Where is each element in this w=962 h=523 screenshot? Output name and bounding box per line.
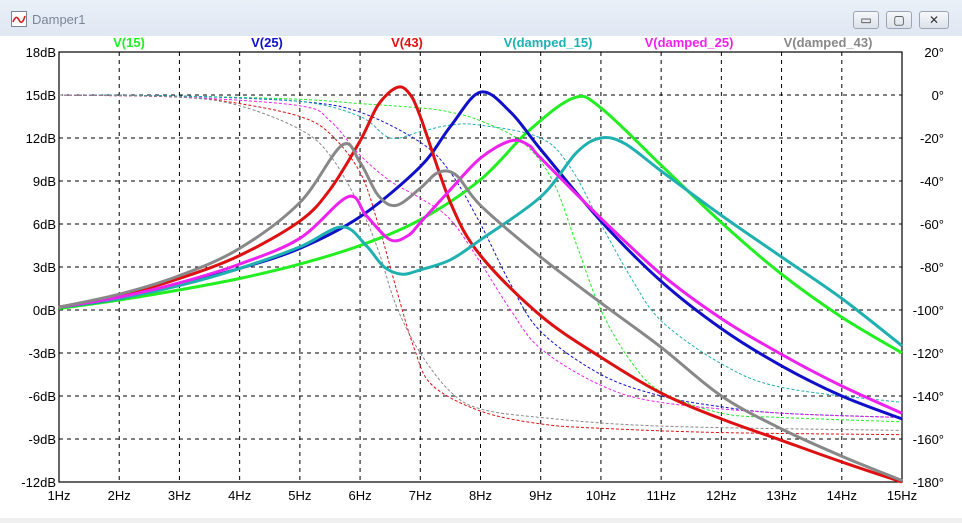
x-tick-label: 2Hz [108, 488, 131, 503]
x-tick-label: 9Hz [529, 488, 552, 503]
x-tick-label: 8Hz [469, 488, 492, 503]
phase-line [58, 94, 903, 418]
y2-tick-label: -20° [920, 131, 944, 146]
title-bar: Damper1 ▭ ▢ ✕ [0, 0, 962, 37]
y-tick-label: 6dB [33, 217, 56, 232]
magnitude-line [58, 138, 903, 415]
y-tick-label: -3dB [29, 346, 56, 361]
x-tick-label: 7Hz [409, 488, 432, 503]
x-tick-label: 4Hz [228, 488, 251, 503]
phase-line [58, 94, 903, 403]
y-tick-label: 0dB [33, 303, 56, 318]
bode-chart[interactable]: 1Hz 2Hz 3Hz 4Hz 5Hz 6Hz 7Hz 8Hz 9Hz 10Hz 11Hz 12Hz 1… [0, 35, 962, 518]
y2-tick-label: 20° [924, 45, 944, 60]
x-tick-label: 13Hz [766, 488, 796, 503]
magnitude-line [58, 142, 903, 482]
close-button[interactable]: ✕ [919, 11, 949, 29]
y2-tick-label: -180° [913, 475, 944, 490]
y-tick-label: 15dB [26, 88, 56, 103]
y-tick-label: -12dB [21, 475, 56, 490]
y2-tick-label: -160° [913, 432, 944, 447]
minimize-button[interactable]: ▭ [853, 11, 879, 29]
waveform-icon [11, 11, 27, 27]
x-tick-label: 14Hz [827, 488, 857, 503]
y2-tick-label: -100° [913, 303, 944, 318]
maximize-button[interactable]: ▢ [886, 11, 912, 29]
magnitude-line [58, 136, 903, 347]
y2-tick-label: -140° [913, 389, 944, 404]
y2-tick-label: -80° [920, 260, 944, 275]
phase-line [58, 94, 903, 423]
plot-pane[interactable]: 1Hz 2Hz 3Hz 4Hz 5Hz 6Hz 7Hz 8Hz 9Hz 10Hz 11Hz 12Hz 1… [0, 35, 962, 518]
minimize-icon: ▭ [860, 13, 872, 27]
x-tick-label: 15Hz [887, 488, 917, 503]
maximize-icon: ▢ [893, 13, 905, 27]
y2-tick-label: -120° [913, 346, 944, 361]
x-tick-label: 12Hz [706, 488, 736, 503]
legend-entry: V(43) [391, 36, 423, 50]
y2-tick-label: 0° [932, 88, 944, 103]
x-tick-label: 3Hz [168, 488, 191, 503]
y2-tick-label: -60° [920, 217, 944, 232]
close-icon: ✕ [928, 13, 940, 27]
legend-entry: V(damped_25) [645, 36, 734, 50]
y2-tick-label: -40° [920, 174, 944, 189]
y-tick-label: 9dB [33, 174, 56, 189]
legend-entry: V(damped_15) [504, 36, 593, 50]
x-tick-label: 5Hz [288, 488, 311, 503]
y-tick-label: 18dB [26, 45, 56, 60]
x-tick-label: 10Hz [586, 488, 616, 503]
y-tick-label: -9dB [29, 432, 56, 447]
phase-line [58, 94, 903, 436]
x-tick-label: 1Hz [47, 488, 70, 503]
window-title: Damper1 [32, 12, 86, 27]
x-tick-label: 11Hz [646, 488, 675, 503]
legend-entry: V(15) [113, 36, 145, 50]
y-tick-label: 12dB [26, 131, 56, 146]
magnitude-line [58, 85, 903, 484]
phase-line [58, 94, 903, 431]
legend-entry: V(damped_43) [784, 36, 873, 50]
y-tick-label: 3dB [33, 260, 56, 275]
x-tick-label: 6Hz [349, 488, 372, 503]
y-tick-label: -6dB [29, 389, 56, 404]
legend-entry: V(25) [251, 36, 283, 50]
